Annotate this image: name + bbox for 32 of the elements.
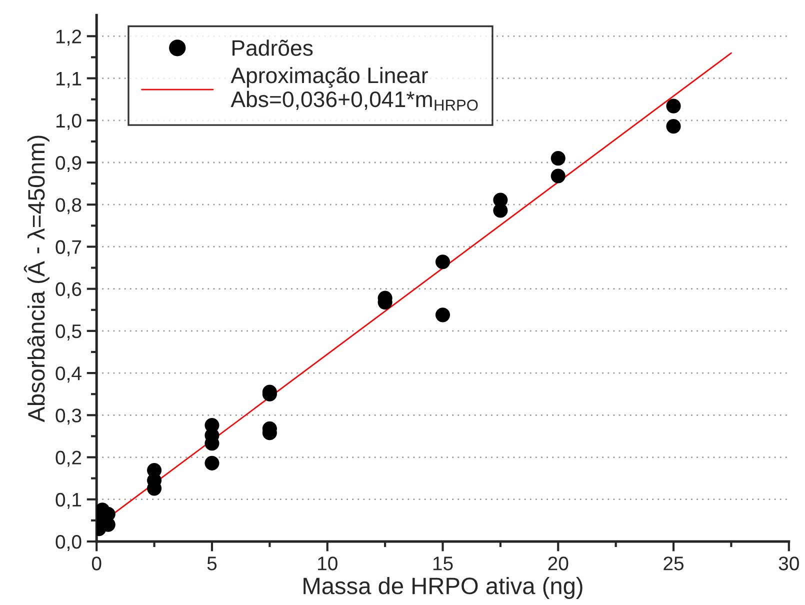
y-tick-label: 0,9 bbox=[56, 156, 82, 172]
x-axis-title: Massa de HRPO ativa (ng) bbox=[304, 576, 582, 599]
x-tick-label: 0 bbox=[92, 556, 102, 570]
x-tick-label: 30 bbox=[778, 556, 799, 570]
x-tick-label: 20 bbox=[548, 556, 568, 570]
legend-label: Aproximação Linear Abs=0,036+0,041*m$_{HRPO}$ bbox=[230, 66, 478, 111]
point bbox=[435, 308, 450, 322]
point bbox=[493, 203, 508, 218]
x-tick-label: 15 bbox=[433, 556, 453, 570]
y-tick-label: 1,0 bbox=[56, 114, 82, 130]
point bbox=[550, 151, 566, 166]
x-tick-label: 10 bbox=[318, 556, 338, 570]
y-tick-label: 0,0 bbox=[56, 534, 82, 552]
y-axis-title: Absorbância (Â - λ=450nm) bbox=[24, 136, 50, 422]
point bbox=[550, 168, 566, 184]
y-tick-label: 1,2 bbox=[56, 30, 82, 46]
y-tick-label: 0,5 bbox=[56, 324, 82, 340]
y-tick-label: 0,7 bbox=[56, 240, 82, 256]
x-tick-label: 25 bbox=[664, 556, 684, 570]
y-tick-label: 0,8 bbox=[56, 198, 82, 214]
y-tick-label: 0,6 bbox=[56, 282, 82, 298]
y-tick-label: 0,4 bbox=[56, 366, 82, 383]
y-tick-label: 0,1 bbox=[56, 492, 82, 509]
y-tick-label: 0,2 bbox=[56, 450, 82, 467]
x-tick-label: 5 bbox=[207, 556, 217, 570]
y-tick-label: 0,3 bbox=[56, 408, 82, 425]
point bbox=[666, 119, 681, 134]
point bbox=[435, 254, 450, 270]
legend-label: Padrões bbox=[232, 40, 313, 56]
y-tick-label: 1,1 bbox=[56, 72, 82, 88]
point bbox=[666, 98, 681, 114]
point bbox=[204, 456, 220, 470]
